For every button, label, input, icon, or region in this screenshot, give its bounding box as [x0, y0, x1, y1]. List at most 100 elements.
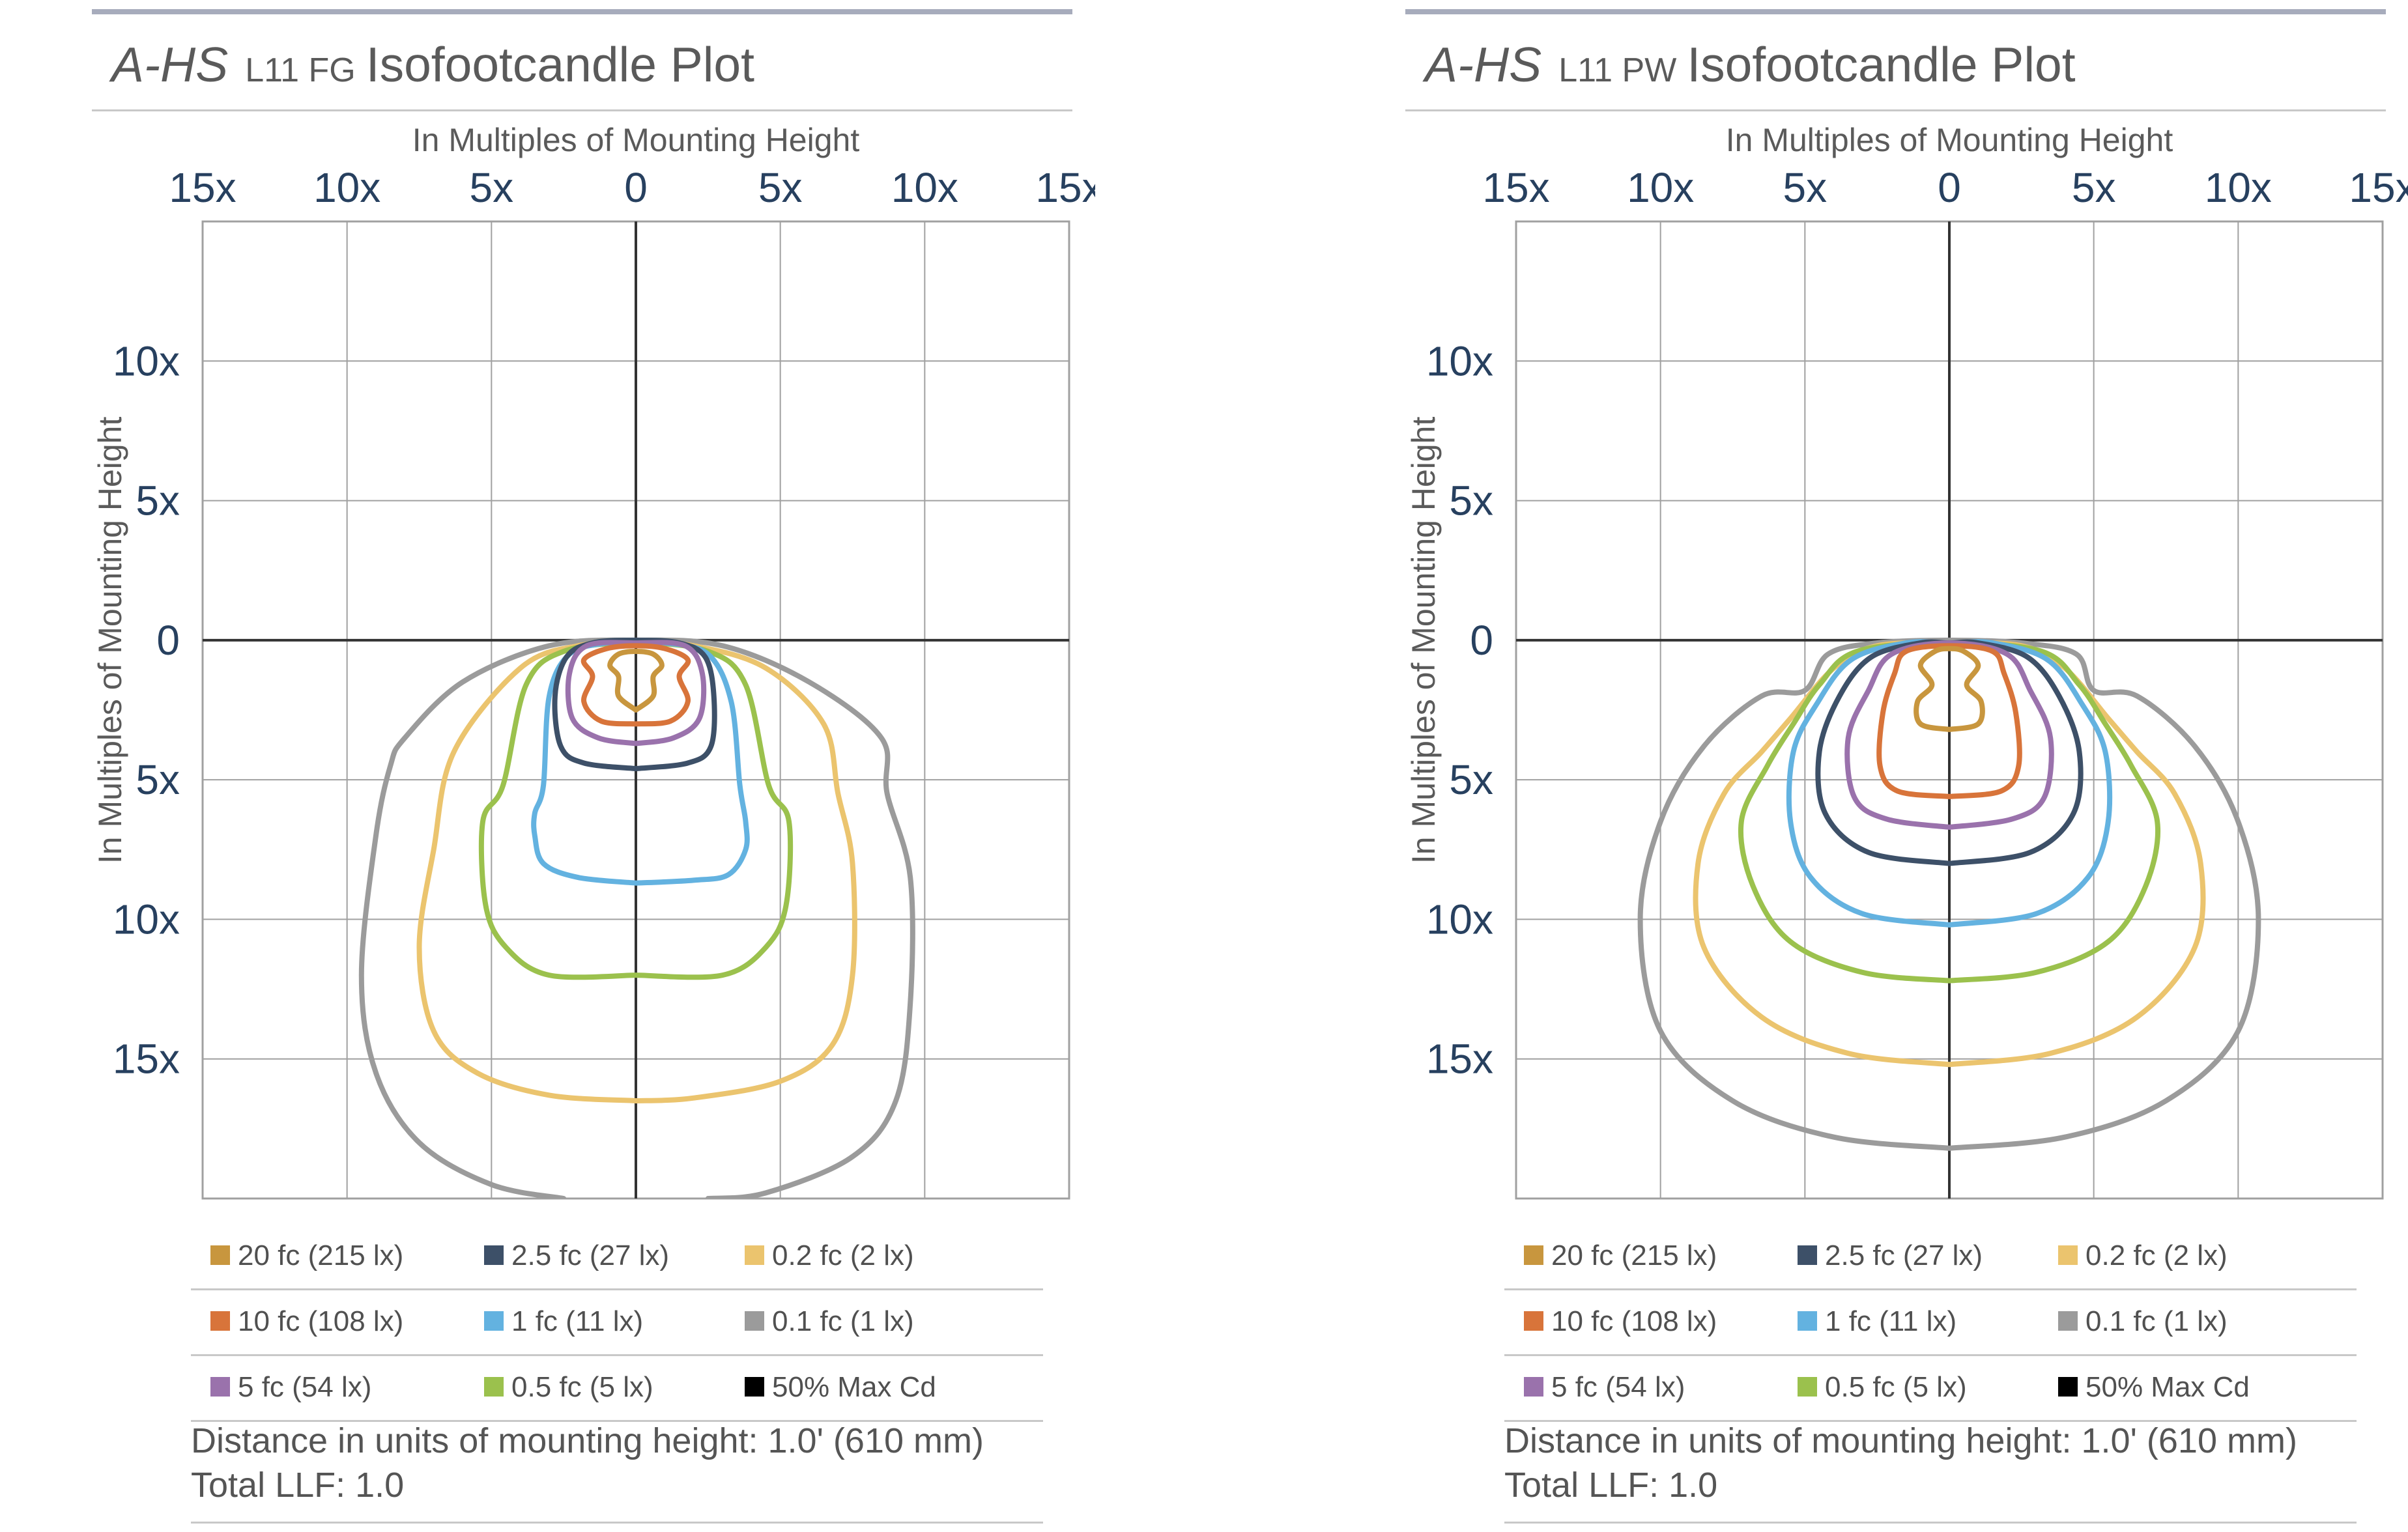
x-axis-label: In Multiples of Mounting Height: [412, 122, 860, 158]
legend-item-5fc: 5 fc (54 lx): [1524, 1370, 1685, 1404]
title-brand: A-HS: [111, 37, 229, 92]
contour-group: [358, 637, 915, 1199]
title-model: L11 FG: [245, 51, 356, 89]
y-tick-label: 10x: [113, 896, 180, 943]
legend-swatch: [210, 1377, 230, 1397]
x-tick-label: 10x: [313, 164, 380, 211]
note-rule: [191, 1522, 1043, 1524]
chart-title: A-HS L11 PW Isofootcandle Plot: [1425, 29, 2076, 100]
top-rule: [92, 9, 1072, 14]
legend-item-1fc: 1 fc (11 lx): [484, 1305, 643, 1339]
contour-20fc: [607, 649, 665, 713]
x-tick-label: 15x: [169, 164, 236, 211]
x-tick-label: 0: [1938, 164, 1961, 211]
legend: 20 fc (215 lx) 2.5 fc (27 lx) 0.2 fc (2 …: [1504, 1225, 2357, 1422]
top-rule: [1405, 9, 2386, 14]
legend-swatch: [1798, 1377, 1817, 1397]
isofootcandle-chart-left: In Multiples of Mounting Height 15x 10x 5x 0…: [92, 122, 1095, 1200]
legend-label: 0.2 fc (2 lx): [2086, 1240, 2228, 1271]
legend-row: 20 fc (215 lx) 2.5 fc (27 lx) 0.2 fc (2 …: [191, 1225, 1043, 1290]
x-tick-label: 5x: [2072, 164, 2116, 211]
isofootcandle-panel-right: A-HS L11 PW Isofootcandle Plot In Multiple…: [1405, 0, 2408, 1532]
legend-swatch: [1798, 1311, 1817, 1331]
legend-swatch: [745, 1311, 764, 1331]
x-tick-label: 10x: [2205, 164, 2272, 211]
title-label: Isofootcandle Plot: [366, 37, 754, 92]
legend-item-50-max-cd: 50% Max Cd: [2058, 1370, 2250, 1404]
title-label: Isofootcandle Plot: [1687, 37, 2076, 92]
legend-item-10fc: 10 fc (108 lx): [1524, 1305, 1717, 1339]
legend-item-0-5fc: 0.5 fc (5 lx): [1798, 1370, 1967, 1404]
legend-swatch: [1524, 1377, 1543, 1397]
legend-label: 10 fc (108 lx): [1551, 1305, 1717, 1337]
legend-swatch: [2058, 1377, 2078, 1397]
legend-label: 0.5 fc (5 lx): [511, 1371, 653, 1403]
y-tick-label: 10x: [113, 337, 180, 384]
legend-label: 0.2 fc (2 lx): [772, 1240, 914, 1271]
legend-item-10fc: 10 fc (108 lx): [210, 1305, 403, 1339]
legend-row: 10 fc (108 lx) 1 fc (11 lx) 0.1 fc (1 lx…: [191, 1290, 1043, 1356]
legend-item-2-5fc: 2.5 fc (27 lx): [484, 1239, 669, 1273]
y-axis-label: In Multiples of Mounting Height: [1405, 417, 1442, 864]
legend-swatch: [745, 1377, 764, 1397]
contour-1fc: [531, 639, 750, 886]
legend-label: 20 fc (215 lx): [238, 1240, 404, 1271]
contour-20fc: [1914, 645, 1985, 732]
legend-swatch: [484, 1377, 504, 1397]
y-tick-label: 0: [156, 617, 180, 664]
legend-swatch: [484, 1245, 504, 1266]
x-tick-label: 5x: [758, 164, 803, 211]
legend-label: 2.5 fc (27 lx): [1825, 1240, 1983, 1271]
x-tick-label: 15x: [2349, 164, 2408, 211]
title-rule: [1405, 109, 2386, 111]
legend-swatch: [1524, 1311, 1543, 1331]
contour-2-5fc: [552, 637, 717, 771]
legend-swatch: [2058, 1311, 2078, 1331]
contour-10fc: [580, 643, 691, 727]
legend-label: 5 fc (54 lx): [238, 1371, 372, 1403]
x-tick-label: 10x: [1627, 164, 1694, 211]
legend-item-2-5fc: 2.5 fc (27 lx): [1798, 1239, 1983, 1273]
legend-row: 5 fc (54 lx) 0.5 fc (5 lx) 50% Max Cd: [1504, 1356, 2357, 1422]
legend-label: 1 fc (11 lx): [1825, 1305, 1957, 1337]
x-tick-label: 10x: [891, 164, 958, 211]
y-axis-label: In Multiples of Mounting Height: [92, 417, 128, 864]
legend-swatch: [210, 1311, 230, 1331]
legend: 20 fc (215 lx) 2.5 fc (27 lx) 0.2 fc (2 …: [191, 1225, 1043, 1422]
legend-label: 0.1 fc (1 lx): [2086, 1305, 2228, 1337]
isofootcandle-chart-right: In Multiples of Mounting Height 15x 10x 5x 0…: [1405, 122, 2408, 1200]
legend-swatch: [1798, 1245, 1817, 1266]
note-rule: [1504, 1522, 2357, 1524]
x-tick-label: 5x: [1783, 164, 1828, 211]
contour-5fc: [1844, 640, 2054, 830]
legend-swatch: [1524, 1245, 1543, 1266]
legend-swatch: [2058, 1245, 2078, 1266]
legend-label: 50% Max Cd: [2086, 1371, 2250, 1403]
contour-group: [1637, 637, 2261, 1151]
legend-label: 0.1 fc (1 lx): [772, 1305, 914, 1337]
legend-item-1fc: 1 fc (11 lx): [1798, 1305, 1956, 1339]
y-tick-label: 10x: [1426, 337, 1493, 384]
title-model: L11 PW: [1558, 51, 1677, 89]
legend-label: 1 fc (11 lx): [511, 1305, 644, 1337]
legend-swatch: [210, 1245, 230, 1266]
x-tick-label: 15x: [1035, 164, 1095, 211]
legend-label: 50% Max Cd: [772, 1371, 936, 1403]
legend-label: 0.5 fc (5 lx): [1825, 1371, 1967, 1403]
y-tick-label: 15x: [1426, 1036, 1493, 1083]
title-brand: A-HS: [1425, 37, 1542, 92]
y-tick-label: 5x: [136, 477, 180, 524]
legend-label: 20 fc (215 lx): [1551, 1240, 1717, 1271]
title-rule: [92, 109, 1072, 111]
mounting-height-note: Distance in units of mounting height: 1.…: [1504, 1421, 2297, 1505]
y-tick-label: 10x: [1426, 896, 1493, 943]
legend-item-5fc: 5 fc (54 lx): [210, 1370, 371, 1404]
legend-item-0-1fc: 0.1 fc (1 lx): [2058, 1305, 2228, 1339]
x-tick-label: 5x: [470, 164, 514, 211]
legend-item-50-max-cd: 50% Max Cd: [745, 1370, 936, 1404]
mounting-height-note: Distance in units of mounting height: 1.…: [191, 1421, 984, 1505]
contour-5fc: [565, 640, 707, 746]
isofootcandle-panel-left: A-HS L11 FG Isofootcandle Plot In Multiple…: [92, 0, 1095, 1532]
legend-item-20fc: 20 fc (215 lx): [1524, 1239, 1717, 1273]
legend-label: 10 fc (108 lx): [238, 1305, 404, 1337]
